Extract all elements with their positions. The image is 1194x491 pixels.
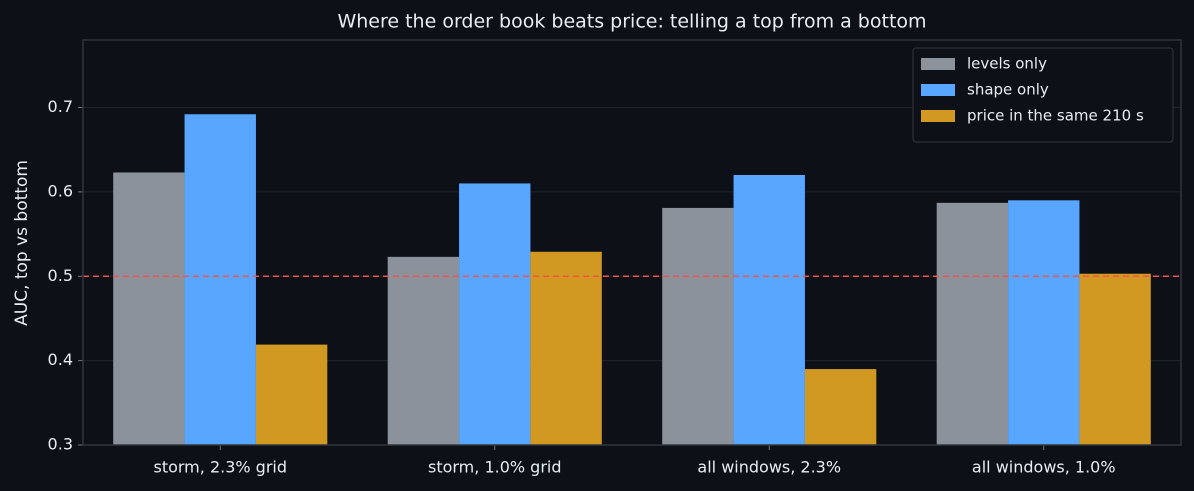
y-tick-label: 0.6: [48, 181, 73, 200]
bar: [255, 344, 328, 445]
bar: [113, 172, 185, 445]
bar: [733, 175, 805, 445]
legend-swatch: [921, 84, 955, 96]
bar: [184, 114, 256, 445]
y-axis-label: AUC, top vs bottom: [12, 160, 32, 326]
legend-swatch: [921, 58, 955, 70]
chart-title: Where the order book beats price: tellin…: [337, 11, 926, 33]
y-tick-label: 0.5: [48, 266, 73, 285]
x-tick-label: all windows, 1.0%: [972, 458, 1116, 477]
bar: [936, 202, 1009, 445]
y-tick-label: 0.3: [48, 435, 73, 454]
bar: [530, 251, 602, 445]
legend-swatch: [921, 110, 955, 122]
x-tick-label: storm, 2.3% grid: [153, 458, 287, 477]
bar: [1008, 200, 1080, 445]
x-tick-label: all windows, 2.3%: [697, 458, 841, 477]
legend-box: [912, 47, 1174, 143]
bar: [662, 207, 734, 445]
bar: [387, 256, 460, 445]
bar: [804, 369, 877, 445]
plot-frame: [82, 39, 1182, 446]
legend-label: price in the same 210 s: [967, 107, 1144, 125]
legend-label: levels only: [967, 55, 1047, 73]
x-tick-label: storm, 1.0% grid: [428, 458, 562, 477]
legend-label: shape only: [967, 81, 1049, 99]
bar: [459, 183, 531, 445]
y-tick-label: 0.7: [48, 97, 73, 116]
y-tick-label: 0.4: [48, 350, 73, 369]
bar: [1079, 273, 1151, 445]
